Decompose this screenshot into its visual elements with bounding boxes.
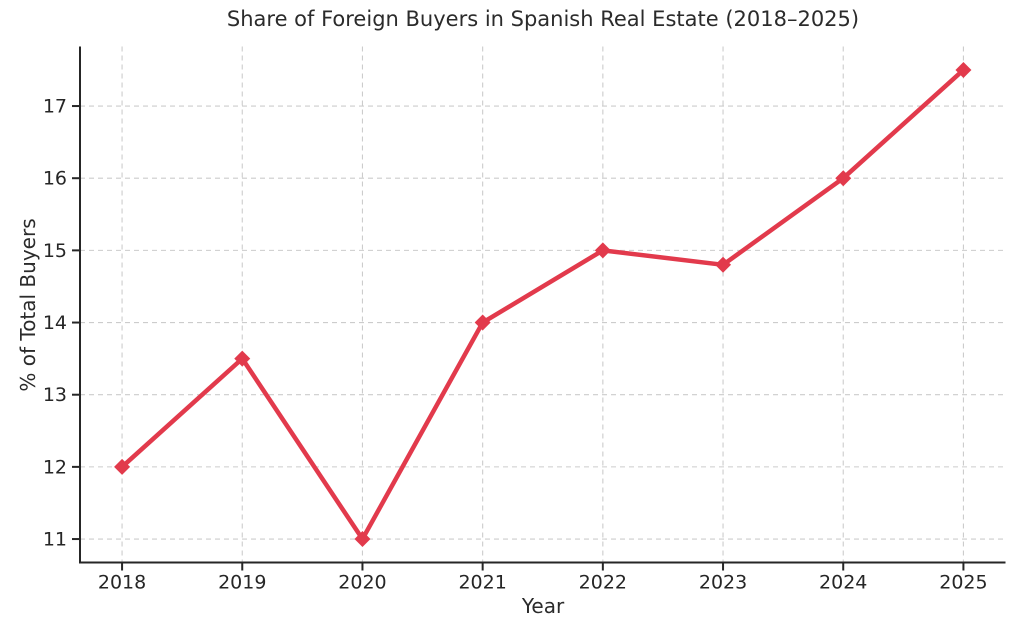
data-point-marker — [715, 256, 732, 273]
x-tick-label: 2022 — [579, 572, 627, 594]
y-tick-label: 11 — [43, 529, 67, 551]
data-point-marker — [955, 61, 972, 78]
data-point-marker — [835, 170, 852, 187]
x-tick-label: 2018 — [98, 572, 146, 594]
x-axis-label: Year — [521, 594, 565, 618]
y-tick-label: 17 — [43, 95, 67, 117]
y-tick-label: 15 — [43, 240, 67, 262]
y-tick-label: 13 — [43, 384, 67, 406]
y-tick-label: 12 — [43, 456, 67, 478]
x-tick-label: 2023 — [699, 572, 747, 594]
x-tick-label: 2021 — [458, 572, 506, 594]
x-tick-label: 2025 — [939, 572, 987, 594]
x-tick-label: 2020 — [338, 572, 386, 594]
data-point-marker — [594, 242, 611, 259]
x-tick-label: 2024 — [819, 572, 867, 594]
x-tick-label: 2019 — [218, 572, 266, 594]
data-point-marker — [474, 314, 491, 331]
y-tick-label: 14 — [43, 312, 67, 334]
data-point-marker — [234, 350, 251, 367]
data-point-marker — [354, 531, 371, 548]
data-line — [119, 67, 966, 542]
data-point-marker — [114, 458, 131, 475]
chart-title: Share of Foreign Buyers in Spanish Real … — [226, 7, 860, 31]
y-tick-label: 16 — [43, 168, 67, 190]
